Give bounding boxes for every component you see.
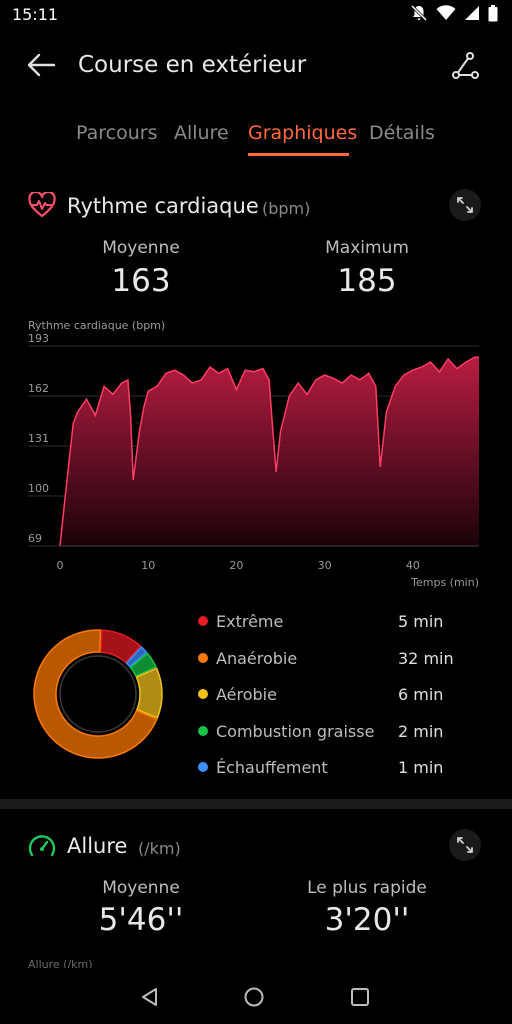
zone-color-dot: [198, 689, 208, 699]
signal-icon: [465, 6, 479, 20]
zone-slice: [135, 667, 163, 719]
heart-rate-title: Rythme cardiaque: [67, 194, 259, 218]
tab-allure[interactable]: Allure: [174, 122, 229, 144]
zones-donut-chart: [33, 629, 163, 759]
heart-rate-line: [59, 356, 479, 547]
wifi-icon: [436, 5, 456, 20]
zone-name: Aérobie: [216, 684, 277, 704]
tab-bar: Parcours Allure Graphiques Détails: [0, 122, 512, 158]
pace-avg-value: 5'46'': [98, 902, 184, 938]
section-divider: [0, 799, 512, 809]
status-time: 15:11: [12, 5, 59, 24]
heart-rate-icon: [28, 192, 56, 218]
zone-name: Échauffement: [216, 757, 328, 777]
heart-rate-area: [60, 357, 479, 546]
pace-avg-label: Moyenne: [102, 878, 180, 898]
pace-fast-value: 3'20'': [324, 902, 410, 938]
zone-duration: 1 min: [398, 757, 444, 777]
zone-duration: 32 min: [398, 648, 454, 668]
zone-legend-row: Combustion graisse 2 min: [198, 719, 458, 743]
chart-xlabel: Temps (min): [410, 576, 479, 589]
y-tick-label: 100: [28, 482, 49, 495]
heart-rate-expand-button[interactable]: [449, 189, 481, 221]
donut-center: [59, 655, 137, 733]
zone-duration: 2 min: [398, 721, 444, 741]
tab-graphiques[interactable]: Graphiques: [248, 122, 358, 144]
pace-fast-label: Le plus rapide: [307, 878, 427, 898]
zone-slice: [129, 652, 157, 678]
battery-icon: [488, 4, 498, 21]
zone-legend-row: Extrême 5 min: [198, 609, 458, 633]
back-arrow-icon[interactable]: [26, 52, 56, 78]
pace-unit: (/km): [138, 839, 181, 858]
pace-title: Allure: [67, 834, 128, 858]
nav-recents-icon[interactable]: [350, 987, 370, 1007]
y-tick-label: 69: [28, 532, 42, 545]
expand-icon: [457, 837, 473, 853]
heart-max-value: 185: [337, 263, 397, 299]
status-icons: [410, 4, 498, 22]
zone-name: Extrême: [216, 611, 284, 631]
notifications-off-icon: [410, 4, 428, 22]
x-tick-label: 20: [229, 559, 243, 572]
x-tick-label: 10: [141, 559, 155, 572]
x-tick-label: 30: [318, 559, 332, 572]
expand-icon: [457, 197, 473, 213]
zone-duration: 5 min: [398, 611, 444, 631]
zone-color-dot: [198, 726, 208, 736]
nav-home-icon[interactable]: [243, 986, 265, 1008]
speedometer-icon: [28, 835, 56, 857]
zone-legend-row: Aérobie 6 min: [198, 682, 458, 706]
zone-color-dot: [198, 616, 208, 626]
pace-chart-label: Allure (/km): [28, 958, 93, 968]
x-tick-label: 40: [406, 559, 420, 572]
zone-name: Anaérobie: [216, 648, 298, 668]
nav-back-icon[interactable]: [140, 987, 160, 1007]
zone-slice: [99, 629, 142, 664]
zone-legend-row: Anaérobie 32 min: [198, 646, 458, 670]
page-title: Course en extérieur: [78, 52, 307, 78]
zone-slice: [33, 629, 158, 759]
heart-rate-unit: (bpm): [262, 199, 311, 218]
y-tick-label: 162: [28, 382, 49, 395]
active-tab-indicator: [248, 153, 349, 156]
chart-ylabel: Rythme cardiaque (bpm): [28, 319, 165, 332]
heart-avg-label: Moyenne: [102, 238, 180, 258]
tab-details[interactable]: Détails: [369, 122, 435, 144]
heart-avg-value: 163: [111, 263, 171, 299]
tab-parcours[interactable]: Parcours: [76, 122, 158, 144]
y-tick-label: 193: [28, 332, 49, 345]
zone-slice: [125, 646, 148, 668]
zone-legend-row: Échauffement 1 min: [198, 755, 458, 779]
y-tick-label: 131: [28, 432, 49, 445]
status-bar: 15:11: [0, 0, 512, 30]
zone-duration: 6 min: [398, 684, 444, 704]
pace-expand-button[interactable]: [449, 829, 481, 861]
zone-color-dot: [198, 653, 208, 663]
heart-rate-chart: Rythme cardiaque (bpm) 193 162 131 100 69 0 1…: [28, 319, 479, 589]
zone-color-dot: [198, 762, 208, 772]
system-nav-bar: [0, 968, 512, 1024]
route-share-icon[interactable]: [449, 50, 481, 82]
heart-max-label: Maximum: [325, 238, 409, 258]
x-tick-label: 0: [57, 559, 64, 572]
zone-name: Combustion graisse: [216, 721, 375, 741]
